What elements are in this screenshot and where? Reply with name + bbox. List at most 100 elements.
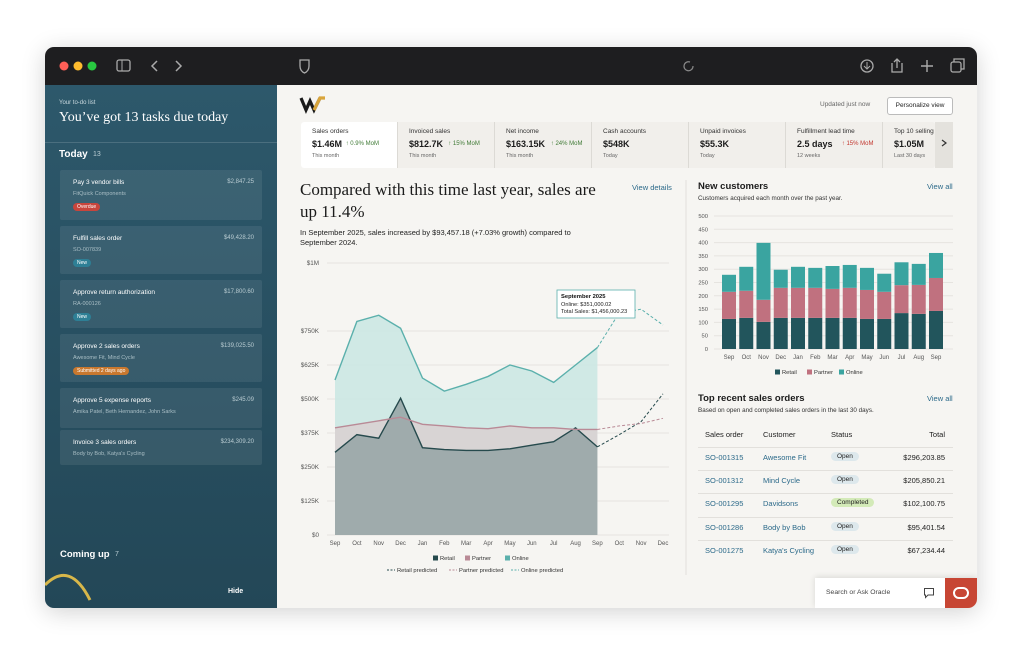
bar-segment [842, 317, 857, 349]
search-box[interactable]: Search or Ask Oracle [815, 578, 977, 608]
total-cell: $205,850.21 [903, 476, 945, 486]
kpi-card[interactable]: Invoiced sales $812.7K ↑ 15% MoM This month [398, 122, 495, 168]
task-detail: Awesome Fit, Mind Cycle [73, 355, 135, 361]
task-amount: $17,800.60 [223, 289, 254, 295]
row-divider [698, 447, 953, 448]
y-tick-label: 450 [698, 227, 708, 233]
section-subtitle: Based on open and completed sales orders… [698, 407, 874, 414]
charts: $0 $125K $250K $375K $500K $625K $750K $1M Sep Oc… [299, 96, 953, 575]
legend-swatch [839, 369, 844, 375]
order-link[interactable]: SO-001286 [705, 522, 744, 532]
view-all-link[interactable]: View all [927, 394, 953, 403]
bar-segment [929, 252, 943, 278]
tooltip-title: September 2025 [561, 294, 606, 300]
x-tick-label: Nov [636, 541, 647, 547]
kpi-period: This month [409, 153, 437, 159]
legend-swatch [433, 555, 438, 561]
task-detail: SO-007839 [73, 247, 102, 253]
kpi-card[interactable]: Cash accounts $548K Today [592, 122, 689, 168]
y-tick-label: 0 [705, 347, 708, 353]
customer-link[interactable]: Davidsons [763, 499, 799, 509]
y-tick-label: $125K [301, 498, 320, 505]
total-cell: $296,203.85 [903, 453, 945, 462]
legend-label: Online predicted [521, 568, 563, 574]
tooltip-line: Total Sales: $1,456,000.23 [561, 309, 627, 315]
bar-segment [877, 318, 892, 349]
hide-button[interactable]: Hide [228, 588, 244, 595]
area-fill [335, 398, 598, 535]
bar-segment [877, 273, 892, 292]
kpi-value: 2.5 days [797, 139, 833, 149]
column-header: Customer [763, 430, 796, 439]
x-tick-label: May [861, 355, 872, 361]
order-link[interactable]: SO-001315 [705, 453, 744, 462]
kpi-change: ↑ 24% MoM [550, 141, 583, 147]
bar-segment [722, 318, 736, 349]
kpi-period: This month [312, 153, 340, 159]
sidebar-title: You’ve got 13 tasks due today [59, 110, 229, 125]
y-tick-label: 500 [698, 214, 708, 220]
bar-segment [791, 287, 805, 318]
x-tick-label: Sep [330, 541, 341, 547]
y-tick-label: 250 [698, 281, 708, 287]
coming-up-count: 7 [115, 551, 119, 558]
view-details-link[interactable]: View details [632, 183, 672, 192]
kpi-card[interactable]: Net income $163.15K ↑ 24% MoM This month [495, 122, 592, 168]
customer-link[interactable]: Mind Cycle [763, 476, 801, 486]
x-tick-label: Feb [439, 541, 450, 547]
kpi-card[interactable]: Sales orders $1.46M ↑ 0.9% MoM This month [301, 122, 398, 168]
task-amount: $2,847.25 [227, 179, 254, 185]
updated-text: Updated just now [820, 101, 871, 108]
task-title: Approve 5 expense reports [73, 397, 152, 404]
task-card[interactable]: Approve 5 expense reports $245.09 Amika Pa… [60, 388, 262, 428]
bar-segment [825, 317, 840, 349]
task-card[interactable]: Approve 2 sales orders $139,025.50 Awesome… [60, 334, 262, 382]
bar-segment [911, 263, 926, 285]
personalize-button[interactable]: Personalize view [887, 97, 953, 115]
kpi-label: Sales orders [312, 128, 349, 135]
task-card[interactable]: Approve return authorization $17,800.60 RA… [60, 280, 262, 328]
order-link[interactable]: SO-001312 [705, 476, 744, 486]
x-tick-label: Mar [827, 355, 837, 361]
task-card[interactable]: Fulfill sales order $49,428.20 SO-007839 Ne… [60, 226, 262, 274]
x-tick-label: Sep [592, 541, 603, 547]
oracle-button[interactable] [945, 578, 977, 608]
kpi-next[interactable] [935, 122, 953, 168]
task-card[interactable]: Pay 3 vendor bills $2,847.25 FitQuick Comp… [60, 170, 262, 220]
kpi-period: Today [603, 153, 618, 159]
y-tick-label: 100 [698, 320, 708, 326]
customer-link[interactable]: Body by Bob [763, 522, 806, 532]
task-detail: Amika Patel, Beth Hernandez, John Sarks [73, 409, 176, 415]
y-tick-label: $500K [301, 396, 320, 403]
kpi-label: Net income [506, 128, 539, 135]
kpi-card[interactable]: Fulfillment lead time 2.5 days ↑ 15% MoM 12… [786, 122, 883, 168]
bar-segment [894, 313, 909, 349]
bar-segment [860, 267, 874, 290]
series-line [597, 417, 664, 430]
legend-label: Retail predicted [397, 568, 437, 574]
coming-up[interactable]: Coming up [60, 549, 110, 560]
order-link[interactable]: SO-001275 [705, 545, 744, 555]
y-tick-label: $1M [307, 260, 319, 267]
status-pill: Open [831, 475, 859, 485]
kpi-card[interactable]: Top 10 selling ite $1.05M Last 30 days [883, 122, 935, 168]
bar-segment [773, 269, 788, 288]
bar-segment [756, 321, 771, 349]
y-tick-label: 150 [698, 307, 708, 313]
task-badge: New [73, 259, 92, 267]
task-card[interactable]: Invoice 3 sales orders $234,309.20 Body by… [60, 430, 262, 465]
logo-accent [312, 96, 325, 111]
browser-window: Your to-do list You’ve got 13 tasks due t… [45, 47, 977, 608]
bar-segment [860, 289, 874, 319]
bar-segment [722, 274, 736, 292]
y-tick-label: 200 [698, 294, 708, 300]
customer-link[interactable]: Katya's Cycling [763, 545, 815, 555]
customer-link[interactable]: Awesome Fit [763, 453, 807, 462]
legend-label: Partner [814, 370, 833, 376]
kpi-card[interactable]: Unpaid invoices $55.3K Today [689, 122, 786, 168]
chat-icon[interactable] [923, 587, 935, 599]
kpi-change: ↑ 0.9% MoM [345, 141, 379, 147]
order-link[interactable]: SO-001295 [705, 499, 744, 509]
eyebrow: Your to-do list [59, 100, 96, 106]
view-all-link[interactable]: View all [927, 182, 953, 191]
